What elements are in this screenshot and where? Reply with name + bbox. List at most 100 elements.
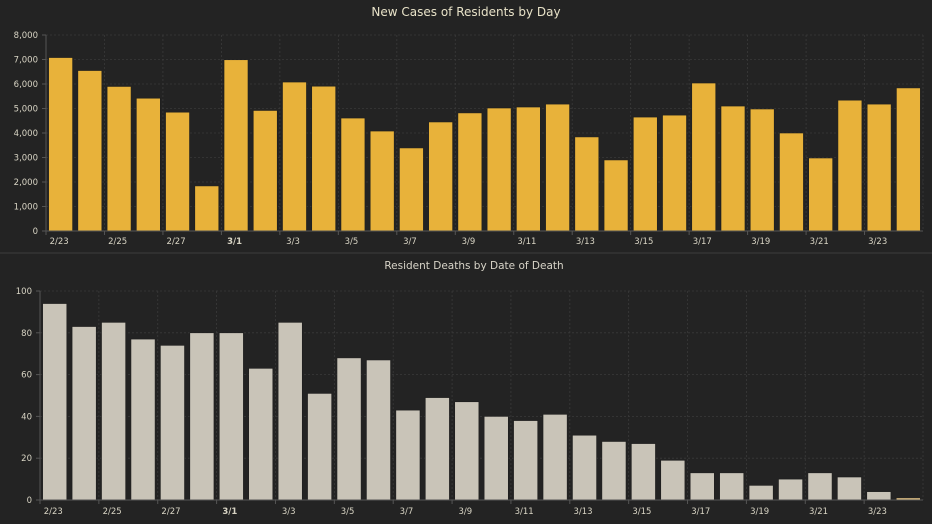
bar-3-13[interactable] [572,434,597,501]
y-axis-ticks: 0 20 40 60 80 100 [16,287,40,506]
y-tick-label: 0 [27,496,32,506]
bar-3-11[interactable] [516,106,541,232]
x-tick-label: 3/15 [634,237,653,247]
x-tick-label: 2/25 [103,507,122,517]
bar-3-12[interactable] [542,414,568,501]
bar-3-23[interactable] [866,103,892,232]
bar-2-27[interactable] [165,111,190,232]
y-tick-label: 1,000 [14,203,38,213]
x-tick-label: 3/19 [751,237,770,247]
bar-2-23[interactable] [42,303,68,501]
bar-3-24[interactable] [896,87,921,232]
x-tick-label: 3/17 [693,237,712,247]
bar-3-14[interactable] [601,441,627,501]
bar-3-15[interactable] [631,443,656,501]
y-tick-label: 80 [21,329,32,339]
bar-3-12[interactable] [545,103,570,232]
bar-3-10[interactable] [486,107,512,232]
bar-3-16[interactable] [660,459,686,501]
y-tick-label: 0 [33,227,38,237]
x-tick-label: 3/1 [222,507,237,517]
bar-3-9[interactable] [457,112,483,232]
bar-3-15[interactable] [632,116,658,232]
x-tick-label: 3/17 [691,507,710,517]
y-tick-label: 7,000 [14,56,38,66]
y-tick-label: 40 [21,412,32,422]
x-tick-label: 2/25 [108,237,127,247]
bar-3-7[interactable] [395,409,421,501]
gridlines [46,34,924,231]
bar-3-6[interactable] [366,359,391,501]
x-tick-label: 2/23 [44,507,63,517]
x-tick-label: 3/7 [403,237,417,247]
x-tick-label: 2/27 [167,237,186,247]
bars [48,57,921,232]
x-tick-label: 3/23 [868,237,887,247]
bar-3-10[interactable] [483,416,509,501]
bar-3-21[interactable] [807,472,833,501]
bar-3-19[interactable] [749,108,775,232]
bar-3-4[interactable] [311,85,337,232]
y-tick-label: 5,000 [14,105,38,115]
bar-2-26[interactable] [136,97,161,232]
bar-3-14[interactable] [603,159,629,232]
x-tick-label: 3/5 [341,507,355,517]
bar-3-20[interactable] [778,478,803,501]
bar-2-28[interactable] [194,185,220,232]
bar-3-21[interactable] [808,157,833,232]
bar-3-4[interactable] [307,393,332,501]
bar-3-16[interactable] [662,114,687,232]
bar-3-11[interactable] [513,420,539,501]
bar-3-3[interactable] [282,81,307,232]
bar-3-8[interactable] [428,121,453,232]
bar-3-13[interactable] [574,136,600,232]
bar-2-24[interactable] [77,70,103,232]
bar-3-18[interactable] [720,105,746,232]
bar-2-25[interactable] [101,322,126,501]
new-cases-chart: New Cases of Residents by Day 0 1,000 2,00… [14,5,924,247]
bar-2-23[interactable] [48,57,73,232]
bar-2-26[interactable] [130,338,156,501]
bar-3-17[interactable] [689,472,715,501]
bar-3-7[interactable] [399,147,424,232]
bar-3-2[interactable] [252,110,278,232]
x-tick-label: 3/13 [573,507,592,517]
y-axis-ticks: 0 1,000 2,000 3,000 4,000 5,000 6,000 7,000 8,00… [14,31,46,237]
bar-2-28[interactable] [189,332,215,501]
x-tick-label: 3/13 [576,237,595,247]
bar-3-5[interactable] [336,357,362,501]
x-tick-label: 3/11 [517,237,536,247]
gridlines [40,290,924,500]
bar-3-22[interactable] [837,476,862,501]
y-tick-label: 20 [21,454,32,464]
x-tick-label: 3/21 [809,507,828,517]
bar-3-2[interactable] [248,368,274,501]
y-tick-label: 100 [16,287,32,297]
x-tick-label: 3/3 [286,237,300,247]
bar-3-9[interactable] [454,401,480,501]
x-tick-label: 3/5 [345,237,359,247]
bar-3-3[interactable] [277,322,303,501]
bar-2-27[interactable] [160,345,185,501]
bar-2-25[interactable] [106,86,132,232]
bar-3-20[interactable] [779,132,804,232]
bar-3-1[interactable] [223,59,249,232]
bar-3-1[interactable] [218,332,244,501]
y-tick-label: 6,000 [14,80,38,90]
y-tick-label: 4,000 [14,129,38,139]
bar-3-6[interactable] [369,130,395,232]
bar-3-23[interactable] [866,491,892,501]
resident-deaths-chart: Resident Deaths by Date of Death 0 20 40 60… [16,260,924,517]
chart-title: Resident Deaths by Date of Death [384,260,563,272]
bar-3-8[interactable] [424,397,450,501]
bar-3-18[interactable] [719,472,745,501]
bar-3-19[interactable] [748,485,774,501]
bar-2-24[interactable] [71,326,97,501]
chart-title: New Cases of Residents by Day [371,5,560,19]
bar-3-17[interactable] [691,82,717,232]
x-tick-label: 3/11 [515,507,534,517]
bar-3-5[interactable] [340,117,366,232]
y-tick-label: 3,000 [14,154,38,164]
bar-3-22[interactable] [837,99,863,232]
axes [39,291,923,501]
